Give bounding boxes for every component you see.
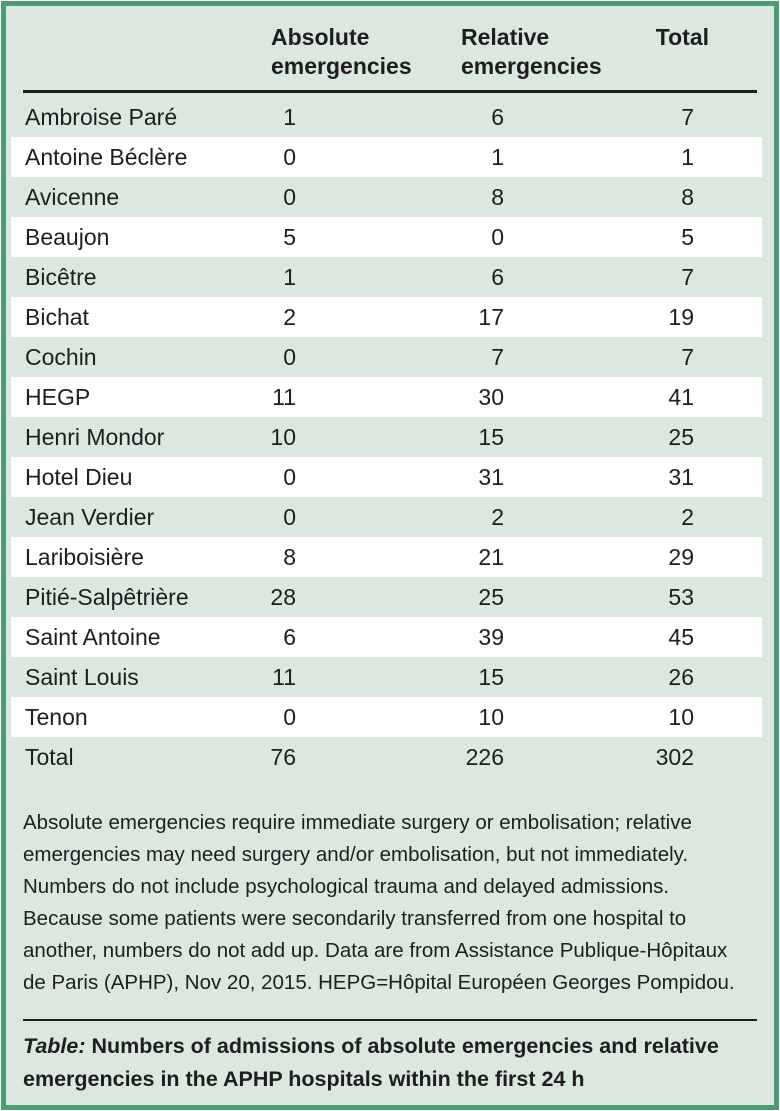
- relative-emergencies-value: 0: [491, 223, 504, 250]
- hospital-name: Total: [25, 743, 74, 770]
- total-value: 41: [668, 383, 694, 410]
- table-row: Antoine Béclère 0 1 1: [11, 137, 762, 177]
- total-value: 7: [681, 103, 694, 130]
- relative-emergencies-value: 15: [478, 663, 504, 690]
- table-row: Tenon 0 10 10: [11, 697, 762, 737]
- relative-emergencies-value: 8: [491, 183, 504, 210]
- total-value: 45: [668, 623, 694, 650]
- header-cell-hospital: [11, 23, 249, 90]
- relative-emergencies-value: 17: [478, 303, 504, 330]
- table-header-row: Absolute emergencies Relative emergencie…: [11, 6, 762, 90]
- table-row: HEGP 11 30 41: [11, 377, 762, 417]
- relative-emergencies-value: 7: [491, 343, 504, 370]
- table-row: Bichat 2 17 19: [11, 297, 762, 337]
- table-row: Ambroise Paré 1 6 7: [11, 97, 762, 137]
- hospital-name: Avicenne: [25, 183, 120, 210]
- table-row: Avicenne 0 8 8: [11, 177, 762, 217]
- total-value: 26: [668, 663, 694, 690]
- total-value: 19: [668, 303, 694, 330]
- table-row: Total 76 226 302: [11, 737, 762, 777]
- total-value: 302: [655, 743, 694, 770]
- relative-emergencies-value: 226: [465, 743, 504, 770]
- hospital-name: Antoine Béclère: [25, 143, 188, 170]
- table-caption-label: Table:: [23, 1034, 86, 1058]
- relative-emergencies-value: 6: [491, 263, 504, 290]
- absolute-emergencies-value: 8: [283, 543, 296, 570]
- absolute-emergencies-value: 76: [270, 743, 296, 770]
- table-row: Lariboisière 8 21 29: [11, 537, 762, 577]
- absolute-emergencies-value: 0: [283, 463, 296, 490]
- header-cell-relative-emergencies: Relative emergencies: [461, 24, 602, 79]
- relative-emergencies-value: 31: [478, 463, 504, 490]
- absolute-emergencies-value: 0: [283, 183, 296, 210]
- table-row: Beaujon 5 0 5: [11, 217, 762, 257]
- total-value: 5: [681, 223, 694, 250]
- absolute-emergencies-value: 6: [283, 623, 296, 650]
- relative-emergencies-value: 25: [478, 583, 504, 610]
- relative-emergencies-value: 6: [491, 103, 504, 130]
- table-row: Henri Mondor 10 15 25: [11, 417, 762, 457]
- hospital-name: Bichat: [25, 303, 89, 330]
- absolute-emergencies-value: 0: [283, 343, 296, 370]
- hospital-name: Beaujon: [25, 223, 110, 250]
- hospital-name: Pitié-Salpêtrière: [25, 583, 189, 610]
- absolute-emergencies-value: 1: [283, 263, 296, 290]
- absolute-emergencies-value: 0: [283, 503, 296, 530]
- table-caption-text: Numbers of admissions of absolute emerge…: [23, 1034, 719, 1091]
- hospital-name: Hotel Dieu: [25, 463, 133, 490]
- absolute-emergencies-value: 0: [283, 143, 296, 170]
- relative-emergencies-value: 30: [478, 383, 504, 410]
- total-value: 2: [681, 503, 694, 530]
- hospital-name: Bicêtre: [25, 263, 97, 290]
- table-row: Hotel Dieu 0 31 31: [11, 457, 762, 497]
- total-value: 10: [668, 703, 694, 730]
- relative-emergencies-value: 39: [478, 623, 504, 650]
- caption-divider-rule: [23, 1019, 757, 1021]
- hospital-name: Tenon: [25, 703, 88, 730]
- table-rows: Ambroise Paré 1 6 7 Antoine Béclère 0 1 …: [6, 97, 774, 777]
- absolute-emergencies-value: 0: [283, 703, 296, 730]
- total-value: 29: [668, 543, 694, 570]
- absolute-emergencies-value: 2: [283, 303, 296, 330]
- hospital-name: Saint Antoine: [25, 623, 161, 650]
- table-row: Saint Antoine 6 39 45: [11, 617, 762, 657]
- hospital-name: Saint Louis: [25, 663, 139, 690]
- total-value: 31: [668, 463, 694, 490]
- table-row: Bicêtre 1 6 7: [11, 257, 762, 297]
- header-cell-total: Total: [655, 24, 709, 50]
- absolute-emergencies-value: 11: [272, 663, 296, 690]
- relative-emergencies-value: 2: [491, 503, 504, 530]
- hospital-name: Cochin: [25, 343, 97, 370]
- absolute-emergencies-value: 1: [283, 103, 296, 130]
- absolute-emergencies-value: 10: [270, 423, 296, 450]
- relative-emergencies-value: 15: [478, 423, 504, 450]
- hospital-name: Ambroise Paré: [25, 103, 178, 130]
- relative-emergencies-value: 10: [478, 703, 504, 730]
- table-row: Jean Verdier 0 2 2: [11, 497, 762, 537]
- hospital-name: HEGP: [25, 383, 91, 410]
- absolute-emergencies-value: 5: [283, 223, 296, 250]
- header-divider-rule: [23, 90, 757, 93]
- total-value: 8: [681, 183, 694, 210]
- table-row: Cochin 0 7 7: [11, 337, 762, 377]
- total-value: 7: [681, 263, 694, 290]
- relative-emergencies-value: 21: [478, 543, 504, 570]
- table-row: Pitié-Salpêtrière 28 25 53: [11, 577, 762, 617]
- table-caption: Table: Numbers of admissions of absolute…: [23, 1030, 744, 1096]
- hospital-name: Lariboisière: [25, 543, 144, 570]
- absolute-emergencies-value: 11: [272, 383, 296, 410]
- hospital-name: Henri Mondor: [25, 423, 165, 450]
- header-cell-absolute-emergencies: Absolute emergencies: [271, 24, 412, 79]
- table-footnote: Absolute emergencies require immediate s…: [23, 811, 735, 994]
- table-row: Saint Louis 11 15 26: [11, 657, 762, 697]
- total-value: 7: [681, 343, 694, 370]
- total-value: 1: [681, 143, 694, 170]
- total-value: 25: [668, 423, 694, 450]
- absolute-emergencies-value: 28: [270, 583, 296, 610]
- relative-emergencies-value: 1: [491, 143, 504, 170]
- hospital-name: Jean Verdier: [25, 503, 155, 530]
- total-value: 53: [668, 583, 694, 610]
